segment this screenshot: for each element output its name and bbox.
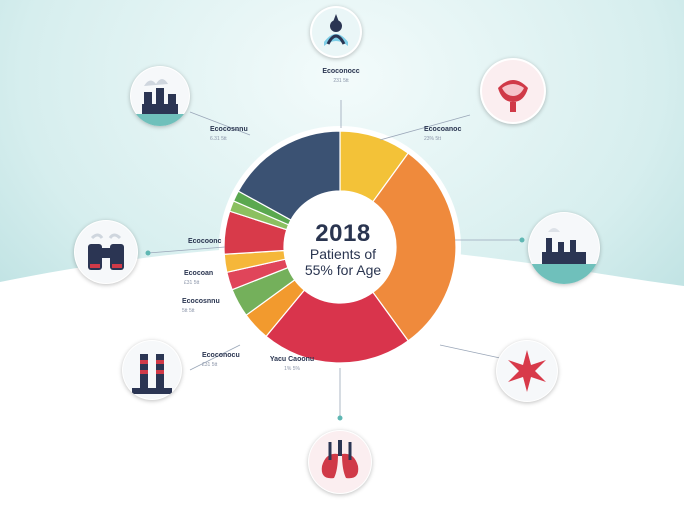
- donut-slice-2: [372, 152, 457, 342]
- label-title: Ecoconocu: [202, 352, 240, 359]
- label-left-upper: Ecocoan £31 5tt: [184, 270, 244, 287]
- center-line-2: 55% for Age: [304, 262, 382, 278]
- factory-smokestack-icon: [130, 66, 190, 126]
- chimneys-icon: [122, 340, 182, 400]
- kidney-icon: [480, 58, 546, 124]
- factory-icon: [528, 212, 600, 284]
- label-top-left: Ecocosnnu 6.31 5tt: [210, 126, 272, 143]
- label-title: Ecocoanoc: [424, 126, 462, 133]
- label-left-lower: Ecocosnnu 5tt 5tt: [182, 298, 244, 315]
- label-sub: 5tt 5tt: [182, 307, 195, 314]
- connector-dot: [337, 415, 343, 421]
- connector-dot: [519, 237, 525, 243]
- label-sub: 231 5tt: [333, 77, 349, 84]
- label-sub: £31 5tt: [184, 279, 200, 286]
- label-top-right: Ecocoanoc 23% 5tt: [424, 126, 488, 143]
- center-year: 2018: [315, 220, 371, 247]
- label-sub: 23% 5tt: [424, 135, 441, 142]
- label-bottom-center: Yacu Caoonu 1% 5%: [256, 356, 328, 373]
- label-sub: 6.31 5tt: [210, 135, 227, 142]
- water-droplet-icon: [310, 6, 362, 58]
- connector-lines: [147, 100, 522, 418]
- label-title: Ecocosnnu: [210, 126, 248, 133]
- connector-dot: [145, 250, 151, 256]
- label-left-middle: Ecocoonc: [188, 238, 238, 247]
- label-title: Ecocosnnu: [182, 298, 220, 305]
- label-title: Ecoconocc: [322, 68, 360, 75]
- label-top: Ecoconocc 231 5tt: [302, 68, 380, 85]
- label-sub: 1% 5%: [284, 365, 300, 372]
- lungs-icon: [308, 430, 372, 494]
- label-bottom-left: Ecoconocu £31 5tt: [202, 352, 264, 369]
- label-title: Ecocoonc: [188, 238, 222, 245]
- center-line-1: Patients of: [309, 246, 377, 262]
- virus-icon: [496, 340, 558, 402]
- donut-hole: [284, 191, 396, 303]
- label-sub: £31 5tt: [202, 361, 218, 368]
- label-title: Yacu Caoonu: [269, 356, 315, 363]
- donut-slice-3: [265, 289, 410, 364]
- label-title: Ecocoan: [184, 270, 214, 277]
- binoculars-icon: [74, 220, 138, 284]
